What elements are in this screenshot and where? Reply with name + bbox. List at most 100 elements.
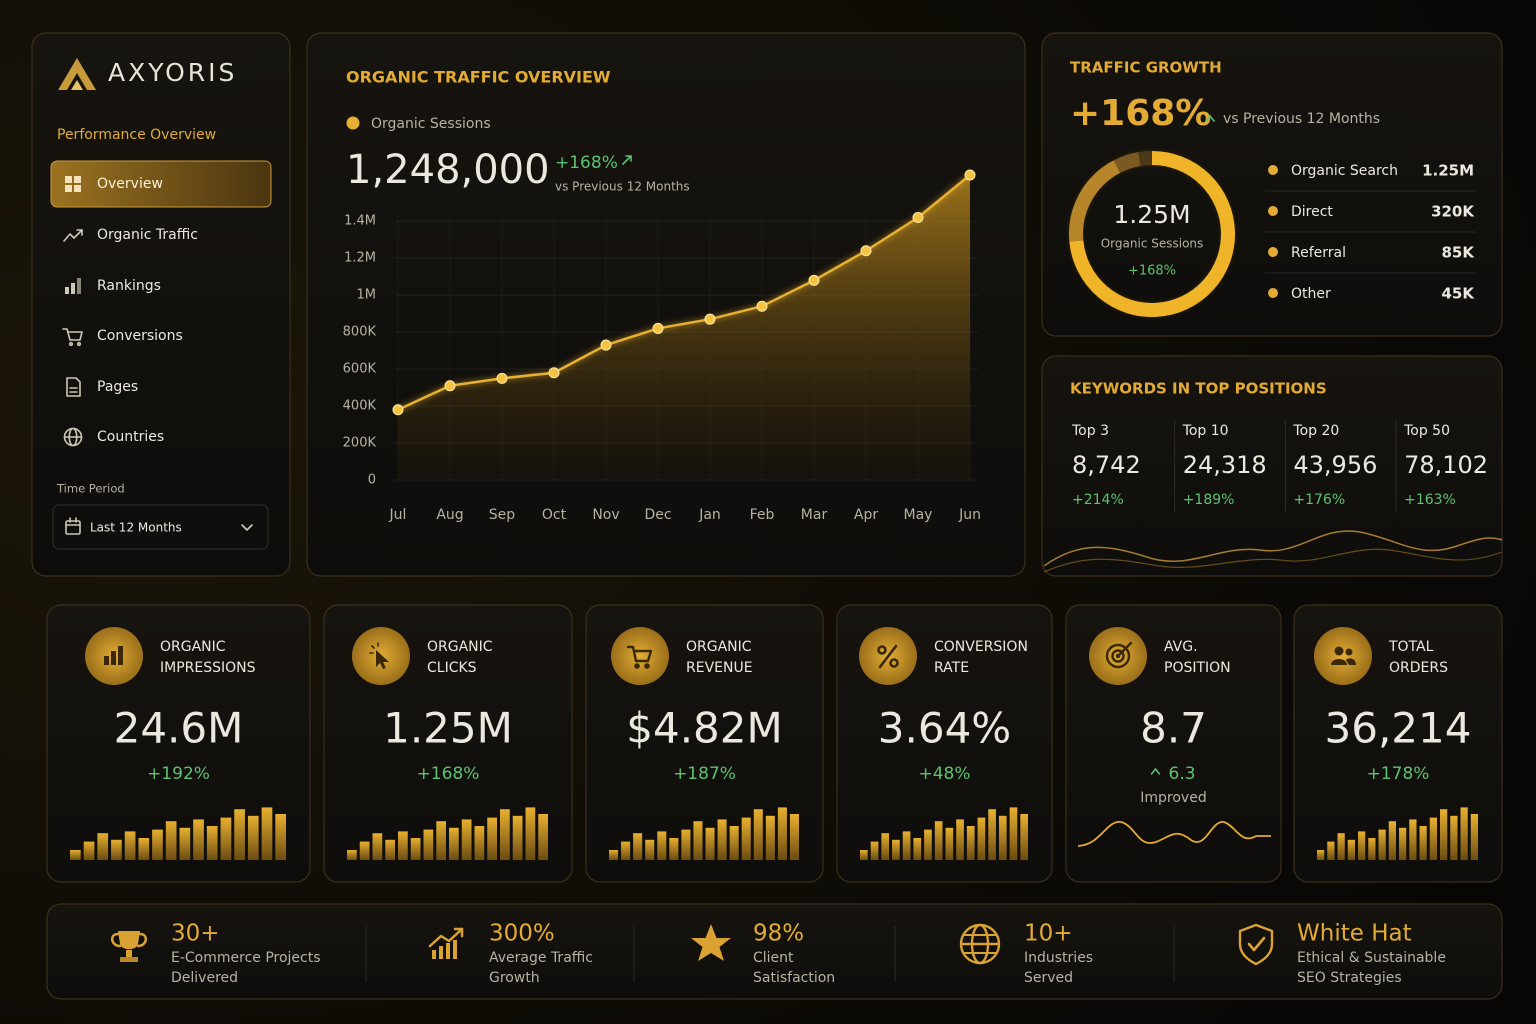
- decor-bar: [1409, 819, 1417, 860]
- decoration: [65, 185, 72, 192]
- decor-bar: [359, 841, 370, 860]
- legend-label: Other: [1291, 286, 1331, 302]
- kpi-title: RATE: [934, 660, 969, 676]
- decoration: [1117, 641, 1133, 657]
- legend-value: 85K: [1442, 244, 1476, 262]
- decoration: [120, 957, 138, 962]
- decor-bar: [500, 809, 510, 860]
- decoration: [76, 341, 82, 347]
- decor-bar: [693, 821, 703, 860]
- kpi-change: +187%: [673, 764, 736, 784]
- decor-bar: [347, 850, 357, 860]
- legend-label: Organic Search: [1291, 163, 1398, 179]
- decor-bar: [275, 814, 286, 860]
- decoration: [58, 58, 96, 90]
- y-tick-label: 1M: [357, 288, 377, 303]
- decor-bar: [461, 819, 472, 860]
- decor-bar: [966, 826, 975, 860]
- growth-value: +168%: [1070, 93, 1211, 134]
- highlight-value: 300%: [489, 921, 555, 947]
- nav-item[interactable]: Overview: [97, 176, 163, 192]
- kpi-icon: [1105, 641, 1133, 669]
- decoration: [1334, 646, 1344, 656]
- kpi-title: ORGANIC: [427, 639, 493, 655]
- data-point: [392, 404, 404, 416]
- nav-icon: [63, 427, 83, 447]
- nav-item[interactable]: Organic Traffic: [97, 227, 198, 243]
- decoration: [66, 377, 81, 397]
- headline-value: 1,248,000: [346, 147, 550, 193]
- donut-center-value: 1.25M: [1113, 200, 1190, 229]
- kpi-icon: [369, 642, 389, 669]
- data-point: [860, 245, 872, 257]
- decor-bar: [1347, 839, 1355, 860]
- legend-swatch: [346, 116, 360, 130]
- kpi-value: $4.82M: [626, 704, 782, 753]
- decor-wave: [1077, 821, 1271, 847]
- legend-value: 320K: [1431, 203, 1475, 221]
- decor-bar: [124, 831, 136, 860]
- decor-bar: [1337, 833, 1345, 860]
- headline-change: +168%: [555, 153, 618, 173]
- nav-item[interactable]: Conversions: [97, 328, 183, 344]
- decor-bar: [1470, 814, 1478, 860]
- decor-bar: [247, 815, 259, 860]
- kpi-title: CLICKS: [427, 660, 477, 676]
- time-period-select[interactable]: [52, 504, 269, 550]
- decor-bar: [789, 814, 799, 860]
- x-tick-label: Jul: [389, 507, 407, 523]
- nav-item[interactable]: Pages: [97, 379, 138, 395]
- highlight-text: SEO Strategies: [1297, 970, 1402, 986]
- donut-center-label: Organic Sessions: [1101, 237, 1204, 251]
- highlight-icon: [111, 931, 147, 962]
- kpi-value: 36,214: [1325, 704, 1472, 753]
- decoration: [111, 932, 147, 948]
- decor-wave: [1043, 548, 1503, 573]
- kpi-icon-bg: [1314, 627, 1372, 685]
- decor-bar: [179, 827, 191, 860]
- decor-bar: [934, 821, 943, 860]
- decoration: [625, 155, 632, 162]
- card-title: TRAFFIC GROWTH: [1070, 59, 1222, 77]
- x-tick-label: May: [904, 507, 933, 523]
- keyword-label: Top 50: [1403, 423, 1450, 439]
- highlight-text: E-Commerce Projects: [171, 950, 321, 966]
- decoration: [71, 283, 75, 294]
- decor-bar: [870, 841, 879, 860]
- nav-item[interactable]: Countries: [97, 429, 164, 445]
- up-chevron: [1150, 768, 1161, 775]
- kpi-value: 3.64%: [878, 704, 1011, 753]
- decoration: [104, 656, 109, 665]
- kpi-title: IMPRESSIONS: [160, 660, 256, 676]
- decor-bar: [1327, 841, 1335, 860]
- decor-bar: [525, 807, 536, 860]
- time-period-value: Last 12 Months: [90, 521, 182, 535]
- kpi-value: 8.7: [1140, 704, 1207, 753]
- nav-item[interactable]: Rankings: [97, 278, 161, 294]
- x-tick-label: Jun: [958, 507, 981, 523]
- decoration: [1238, 923, 1274, 966]
- decor-bar: [998, 815, 1007, 860]
- y-tick-label: 400K: [343, 399, 377, 414]
- decoration: [877, 645, 887, 655]
- line: [397, 174, 971, 411]
- keyword-value: 24,318: [1183, 451, 1267, 479]
- kpi-title: ORGANIC: [686, 639, 752, 655]
- decor-bar: [1020, 814, 1028, 860]
- highlight-icon: [959, 923, 1001, 965]
- decoration: [118, 646, 123, 665]
- highlight-value: 98%: [753, 921, 804, 947]
- nav-icon: [63, 229, 83, 242]
- section-title: Performance Overview: [57, 127, 216, 143]
- y-tick-label: 0: [368, 473, 376, 488]
- area: [398, 175, 970, 480]
- decoration: [453, 940, 457, 959]
- legend-label: Referral: [1291, 245, 1346, 261]
- kpi-title: AVG.: [1164, 639, 1198, 655]
- keyword-label: Top 10: [1182, 423, 1229, 439]
- kpi-change: +168%: [417, 764, 480, 784]
- decoration: [1331, 659, 1347, 665]
- decoration: [432, 950, 436, 959]
- kpi-title: ORGANIC: [160, 639, 226, 655]
- data-point: [912, 212, 924, 224]
